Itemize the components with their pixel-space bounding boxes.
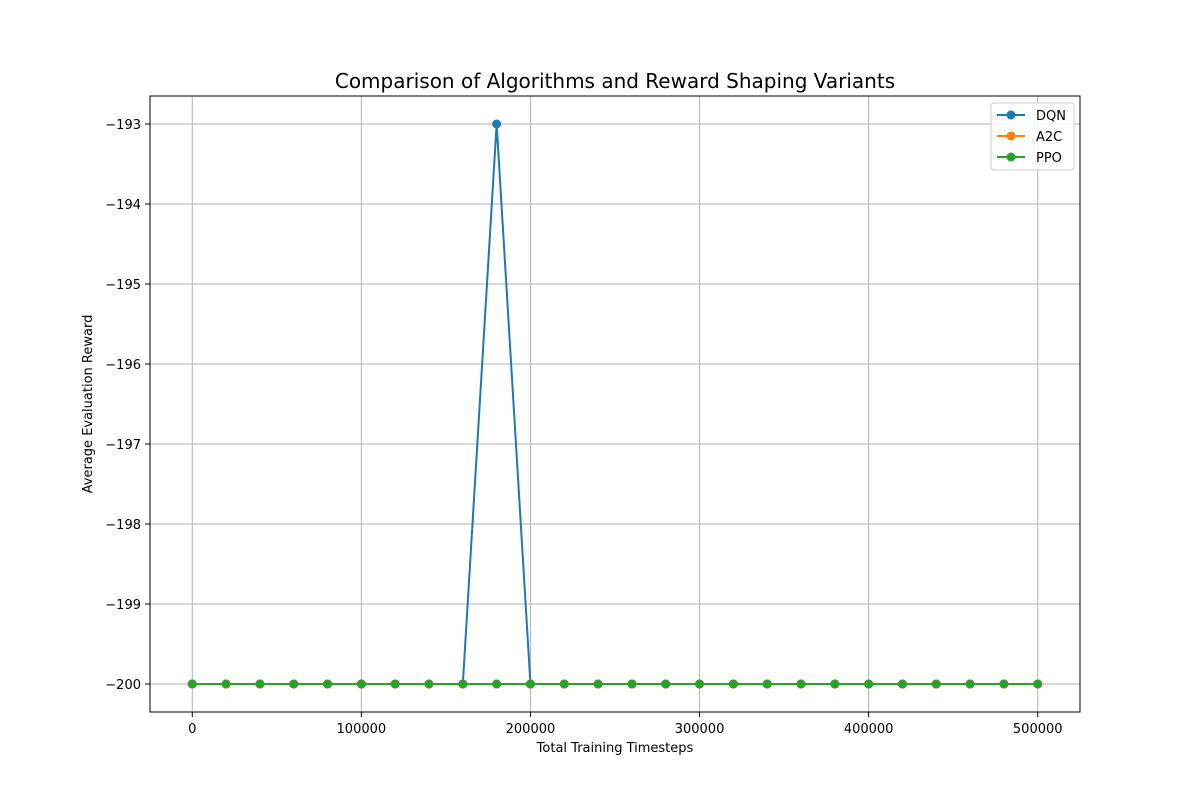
legend-marker-a2c xyxy=(1006,131,1016,141)
x-tick-label: 500000 xyxy=(1013,722,1063,737)
data-point-ppo xyxy=(492,679,502,689)
data-point-ppo xyxy=(1033,679,1043,689)
data-point-ppo xyxy=(965,679,975,689)
y-axis-label: Average Evaluation Reward xyxy=(81,315,96,494)
y-tick-label: −196 xyxy=(105,358,141,373)
y-axis-ticks: −200 −199 −198 −197 −196 −195 −194 −193 xyxy=(105,118,150,693)
x-tick-label: 100000 xyxy=(337,722,387,737)
x-tick-label: 200000 xyxy=(506,722,556,737)
data-point-ppo xyxy=(728,679,738,689)
x-axis-ticks: 0 100000 200000 300000 400000 500000 xyxy=(188,712,1063,737)
series-ppo xyxy=(187,679,1043,689)
data-point-ppo xyxy=(559,679,569,689)
data-point-ppo xyxy=(796,679,806,689)
data-point-ppo xyxy=(525,679,535,689)
data-point-ppo xyxy=(864,679,874,689)
plot-area-frame xyxy=(149,95,1081,713)
legend-marker-ppo xyxy=(1006,152,1016,162)
chart-title: Comparison of Algorithms and Reward Shap… xyxy=(335,69,895,93)
x-tick-label: 400000 xyxy=(844,722,894,737)
y-tick-label: −199 xyxy=(105,598,141,613)
data-point-ppo xyxy=(661,679,671,689)
data-point-ppo xyxy=(255,679,265,689)
y-tick-label: −195 xyxy=(105,278,141,293)
data-point-ppo xyxy=(458,679,468,689)
data-point-ppo xyxy=(830,679,840,689)
data-point-ppo xyxy=(762,679,772,689)
legend-label-ppo: PPO xyxy=(1036,151,1062,166)
data-point-ppo xyxy=(627,679,637,689)
y-tick-label: −194 xyxy=(105,198,141,213)
legend-label-dqn: DQN xyxy=(1036,109,1066,124)
data-point-ppo xyxy=(695,679,705,689)
data-point-ppo xyxy=(356,679,366,689)
data-point-ppo xyxy=(221,679,231,689)
data-point-ppo xyxy=(390,679,400,689)
legend-marker-dqn xyxy=(1006,110,1016,120)
data-point-ppo xyxy=(187,679,197,689)
data-point-ppo xyxy=(424,679,434,689)
x-tick-label: 0 xyxy=(188,722,196,737)
data-series xyxy=(187,119,1043,689)
data-point-ppo xyxy=(897,679,907,689)
x-tick-label: 300000 xyxy=(675,722,725,737)
y-tick-label: −198 xyxy=(105,518,141,533)
data-point-ppo xyxy=(323,679,333,689)
legend-label-a2c: A2C xyxy=(1036,130,1062,145)
data-point-ppo xyxy=(999,679,1009,689)
data-point-ppo xyxy=(931,679,941,689)
y-tick-label: −200 xyxy=(105,678,141,693)
x-axis-label: Total Training Timesteps xyxy=(536,741,694,756)
y-tick-label: −197 xyxy=(105,438,141,453)
data-point-ppo xyxy=(289,679,299,689)
data-point-dqn xyxy=(492,119,502,129)
legend: DQN A2C PPO xyxy=(990,102,1075,171)
grid-lines xyxy=(150,96,1080,712)
data-point-ppo xyxy=(593,679,603,689)
y-tick-label: −193 xyxy=(105,118,141,133)
